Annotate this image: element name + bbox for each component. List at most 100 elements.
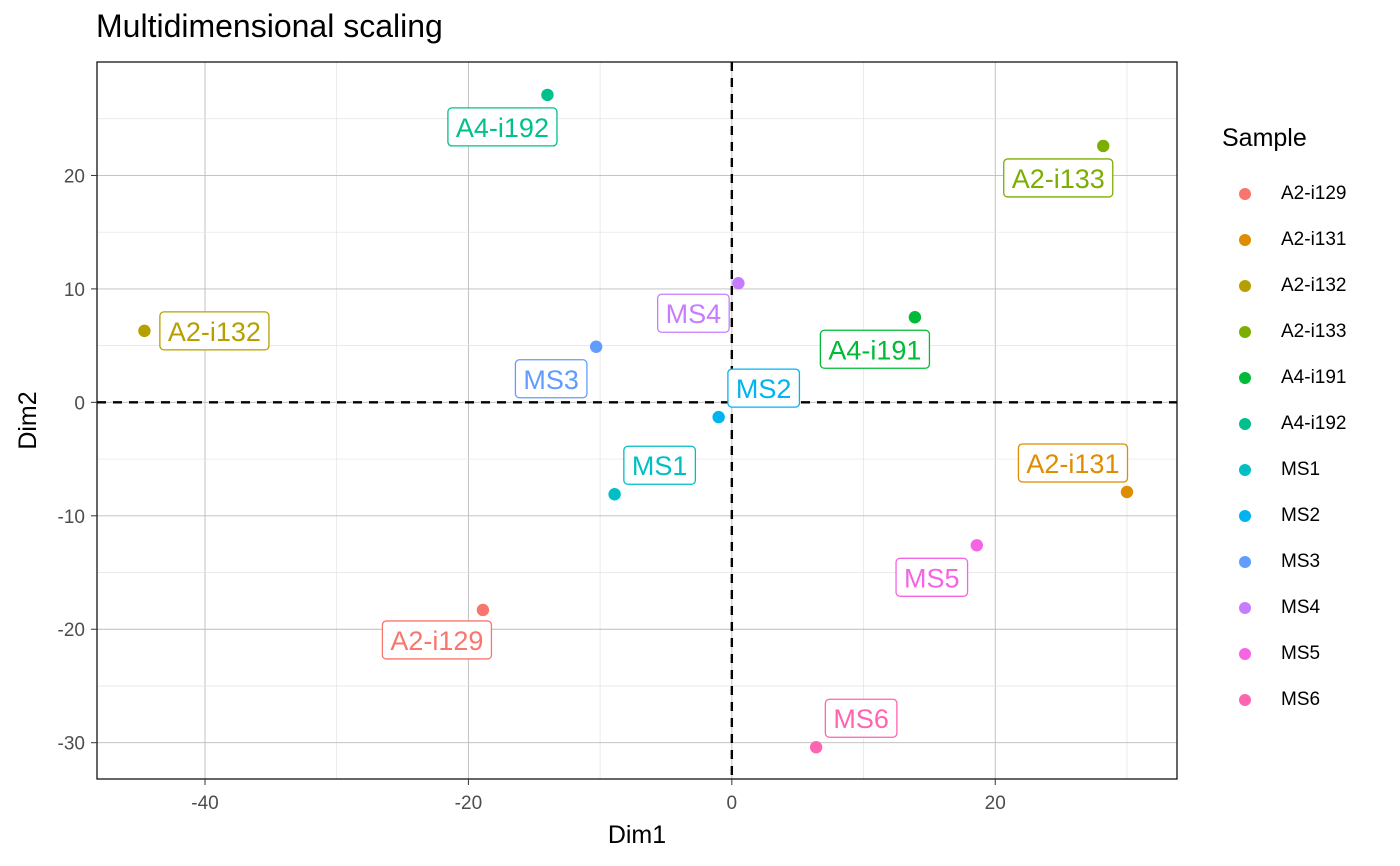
data-point-a2-i129 xyxy=(476,603,490,617)
point-label-text: A4-i191 xyxy=(828,335,921,365)
legend-swatch xyxy=(1239,510,1251,522)
grid-lines xyxy=(97,61,1177,779)
point-label-a4-i191: A4-i191 xyxy=(819,329,931,369)
point-label-box xyxy=(381,620,493,660)
legend-swatch xyxy=(1239,234,1251,246)
legend-label: A4-i191 xyxy=(1281,367,1347,388)
data-point-ms1 xyxy=(608,488,621,501)
y-tick-label: -10 xyxy=(58,507,85,528)
x-tick-label: -40 xyxy=(191,793,218,814)
point-label-ms3: MS3 xyxy=(514,359,588,399)
point-label-box xyxy=(824,698,898,738)
point-label-text: A2-i133 xyxy=(1012,164,1105,194)
legend-item-ms1: MS1 xyxy=(1222,447,1347,493)
legend-item-a4-i191: A4-i191 xyxy=(1222,355,1347,401)
plot-panel-border xyxy=(96,61,1178,780)
x-tick-label: 0 xyxy=(727,793,738,814)
legend-swatch xyxy=(1239,280,1251,292)
data-point-a4-i191 xyxy=(908,311,922,324)
point-label-text: MS5 xyxy=(904,563,960,593)
legend-swatch xyxy=(1239,464,1251,476)
legend-swatch xyxy=(1239,648,1251,660)
legend-item-a2-i133: A2-i133 xyxy=(1222,309,1347,355)
legend-label: A2-i133 xyxy=(1281,321,1347,342)
point-label-text: MS1 xyxy=(632,451,688,481)
legend-item-a2-i131: A2-i131 xyxy=(1222,217,1347,263)
legend-item-a2-i129: A2-i129 xyxy=(1222,171,1347,217)
legend-item-a2-i132: A2-i132 xyxy=(1222,263,1347,309)
legend-swatch xyxy=(1239,372,1251,384)
legend-label: A2-i132 xyxy=(1281,275,1347,296)
point-labels: A2-i129 A2-i131 A2-i132 A2-i133 A4-i191 A4-i1… xyxy=(159,107,1129,738)
point-label-text: MS4 xyxy=(666,299,722,329)
x-tick-label: -20 xyxy=(455,793,482,814)
legend-swatch xyxy=(1239,694,1251,706)
point-label-box xyxy=(656,293,730,333)
legend-item-ms4: MS4 xyxy=(1222,585,1347,631)
point-label-a4-i192: A4-i192 xyxy=(447,107,558,147)
legend-item-ms2: MS2 xyxy=(1222,493,1347,539)
data-point-ms4 xyxy=(732,277,745,290)
point-label-text: MS6 xyxy=(833,704,889,734)
point-label-ms5: MS5 xyxy=(895,557,969,597)
data-point-ms2 xyxy=(712,410,725,424)
point-label-text: A2-i132 xyxy=(168,317,261,347)
point-label-box xyxy=(819,329,931,369)
point-label-box xyxy=(159,311,270,351)
legend-label: MS3 xyxy=(1281,551,1321,572)
point-label-a2-i131: A2-i131 xyxy=(1017,443,1129,483)
y-tick-label: 20 xyxy=(64,166,85,187)
point-label-ms1: MS1 xyxy=(623,445,697,485)
y-tick-label: -30 xyxy=(58,734,85,755)
x-axis-ticks: -40 -20 0 20 xyxy=(191,779,1006,814)
data-point-ms6 xyxy=(809,741,823,754)
legend-swatch xyxy=(1239,188,1251,200)
data-point-a2-i132 xyxy=(138,324,151,338)
data-point-ms5 xyxy=(970,539,984,552)
legend-item-a4-i192: A4-i192 xyxy=(1222,401,1347,447)
x-tick-label: 20 xyxy=(985,793,1006,814)
data-point-ms3 xyxy=(589,340,603,353)
legend-label: A4-i192 xyxy=(1281,413,1347,434)
point-label-box xyxy=(727,368,801,408)
point-label-box xyxy=(623,445,697,485)
legend-label: MS4 xyxy=(1281,597,1321,618)
data-points xyxy=(138,88,1134,754)
legend-swatch xyxy=(1239,418,1251,430)
reference-lines xyxy=(97,62,1177,779)
chart-title: Multidimensional scaling xyxy=(96,8,443,44)
legend-item-ms5: MS5 xyxy=(1222,631,1347,677)
data-point-a2-i133 xyxy=(1097,139,1110,153)
point-label-box xyxy=(895,557,969,597)
y-axis-ticks: -30 -20 -10 0 10 20 xyxy=(58,166,97,755)
y-tick-label: 0 xyxy=(74,393,85,414)
point-label-text: MS2 xyxy=(736,374,792,404)
y-axis-title: Dim2 xyxy=(14,391,42,449)
point-label-text: MS3 xyxy=(523,365,579,395)
legend-label: MS6 xyxy=(1281,689,1321,710)
legend: Sample A2-i129 A2-i131 A2-i132 A2-i133 A4-i1… xyxy=(1222,124,1347,723)
point-label-text: A2-i129 xyxy=(390,626,483,656)
data-point-a4-i192 xyxy=(541,88,554,102)
point-label-box xyxy=(1003,158,1114,198)
point-label-a2-i132: A2-i132 xyxy=(159,311,270,351)
legend-label: A2-i131 xyxy=(1281,229,1347,250)
legend-label: MS5 xyxy=(1281,643,1321,664)
point-label-a2-i133: A2-i133 xyxy=(1003,158,1114,198)
data-point-a2-i131 xyxy=(1120,485,1134,499)
legend-swatch xyxy=(1239,602,1251,614)
x-axis-title: Dim1 xyxy=(608,821,666,849)
legend-item-ms6: MS6 xyxy=(1222,677,1347,723)
legend-swatch xyxy=(1239,556,1251,568)
y-tick-label: -20 xyxy=(58,620,85,641)
legend-label: MS2 xyxy=(1281,505,1321,526)
point-label-box xyxy=(514,359,588,399)
point-label-box xyxy=(447,107,558,147)
point-label-text: A2-i131 xyxy=(1026,449,1119,479)
legend-label: MS1 xyxy=(1281,459,1321,480)
point-label-text: A4-i192 xyxy=(456,113,549,143)
y-tick-label: 10 xyxy=(64,280,85,301)
point-label-ms4: MS4 xyxy=(656,293,730,333)
legend-item-ms3: MS3 xyxy=(1222,539,1347,585)
